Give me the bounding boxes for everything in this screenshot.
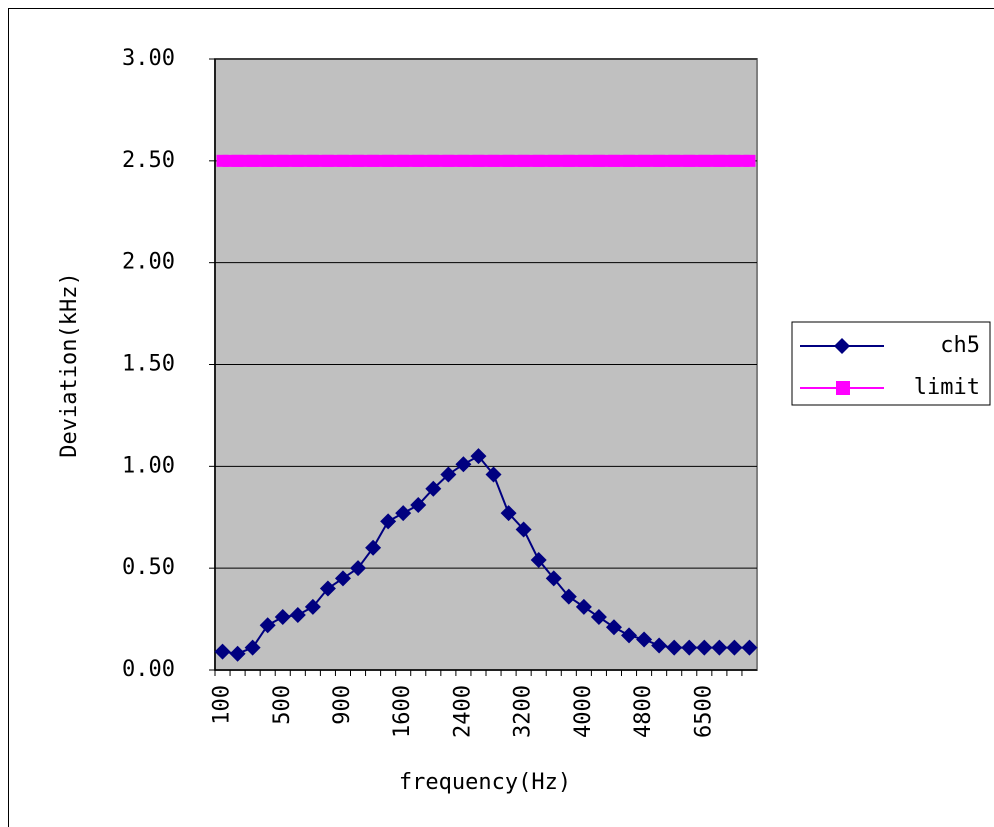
- point: [623, 154, 636, 167]
- point: [334, 570, 351, 587]
- point: [577, 154, 590, 167]
- legend-label: ch5: [940, 333, 980, 358]
- point: [410, 497, 427, 514]
- x-tick-label: 500: [270, 685, 295, 725]
- point: [547, 154, 560, 167]
- point: [651, 637, 668, 654]
- point: [246, 154, 259, 167]
- point: [319, 580, 336, 597]
- y-tick-label: 2.50: [122, 148, 175, 173]
- point: [306, 154, 319, 167]
- point: [470, 448, 487, 465]
- point: [607, 154, 620, 167]
- point: [713, 154, 726, 167]
- point: [395, 505, 412, 522]
- point: [336, 154, 349, 167]
- point: [681, 639, 698, 656]
- y-tick-label: 0.00: [122, 657, 175, 682]
- legend-box: [791, 321, 991, 406]
- x-tick-label: 4000: [571, 685, 596, 738]
- point: [380, 513, 397, 530]
- point: [321, 154, 334, 167]
- x-tick-label: 6500: [691, 685, 716, 738]
- point: [636, 631, 653, 648]
- y-tick-label: 1.50: [122, 352, 175, 377]
- x-tick-label: 4800: [631, 685, 656, 738]
- point: [592, 154, 605, 167]
- point: [365, 539, 382, 556]
- point: [711, 639, 728, 656]
- point: [397, 154, 410, 167]
- point: [259, 617, 276, 634]
- x-tick-label: 100: [210, 685, 235, 725]
- point: [605, 619, 622, 636]
- point: [590, 609, 607, 626]
- point: [741, 639, 758, 656]
- point: [621, 627, 638, 644]
- x-tick-label: 3200: [511, 685, 536, 738]
- point: [412, 154, 425, 167]
- x-tick-label: 900: [330, 685, 355, 725]
- point: [696, 639, 713, 656]
- point: [517, 154, 530, 167]
- y-tick-label: 1.00: [122, 453, 175, 478]
- point: [472, 154, 485, 167]
- point: [427, 154, 440, 167]
- point: [487, 154, 500, 167]
- point: [728, 154, 741, 167]
- point: [638, 154, 651, 167]
- point: [530, 552, 547, 569]
- point: [502, 154, 515, 167]
- point: [231, 154, 244, 167]
- legend-marker: [836, 381, 850, 395]
- point: [261, 154, 274, 167]
- point: [532, 154, 545, 167]
- x-tick-label: 2400: [450, 685, 475, 738]
- point: [562, 154, 575, 167]
- point: [515, 521, 532, 538]
- point: [653, 154, 666, 167]
- point: [440, 466, 457, 483]
- point: [304, 598, 321, 615]
- y-tick-label: 0.50: [122, 555, 175, 580]
- point: [289, 607, 306, 624]
- point: [442, 154, 455, 167]
- y-axis-title: Deviation(kHz): [57, 272, 82, 457]
- point: [666, 639, 683, 656]
- point: [214, 643, 231, 660]
- point: [367, 154, 380, 167]
- point: [276, 154, 289, 167]
- point: [485, 466, 502, 483]
- y-tick-label: 3.00: [122, 46, 175, 71]
- point: [743, 154, 756, 167]
- point: [545, 570, 562, 587]
- point: [698, 154, 711, 167]
- x-axis-title: frequency(Hz): [399, 770, 571, 795]
- point: [575, 598, 592, 615]
- point: [668, 154, 681, 167]
- legend-label: limit: [914, 375, 980, 400]
- legend-marker: [834, 338, 850, 354]
- point: [726, 639, 743, 656]
- point: [350, 560, 367, 577]
- x-tick-label: 1600: [390, 685, 415, 738]
- point: [244, 639, 261, 656]
- point: [291, 154, 304, 167]
- point: [352, 154, 365, 167]
- point: [560, 588, 577, 605]
- y-tick-label: 2.00: [122, 250, 175, 275]
- point: [457, 154, 470, 167]
- point: [455, 456, 472, 473]
- point: [382, 154, 395, 167]
- point: [274, 609, 291, 626]
- point: [500, 505, 517, 522]
- point: [425, 480, 442, 497]
- point: [229, 645, 246, 662]
- point: [683, 154, 696, 167]
- point: [216, 154, 229, 167]
